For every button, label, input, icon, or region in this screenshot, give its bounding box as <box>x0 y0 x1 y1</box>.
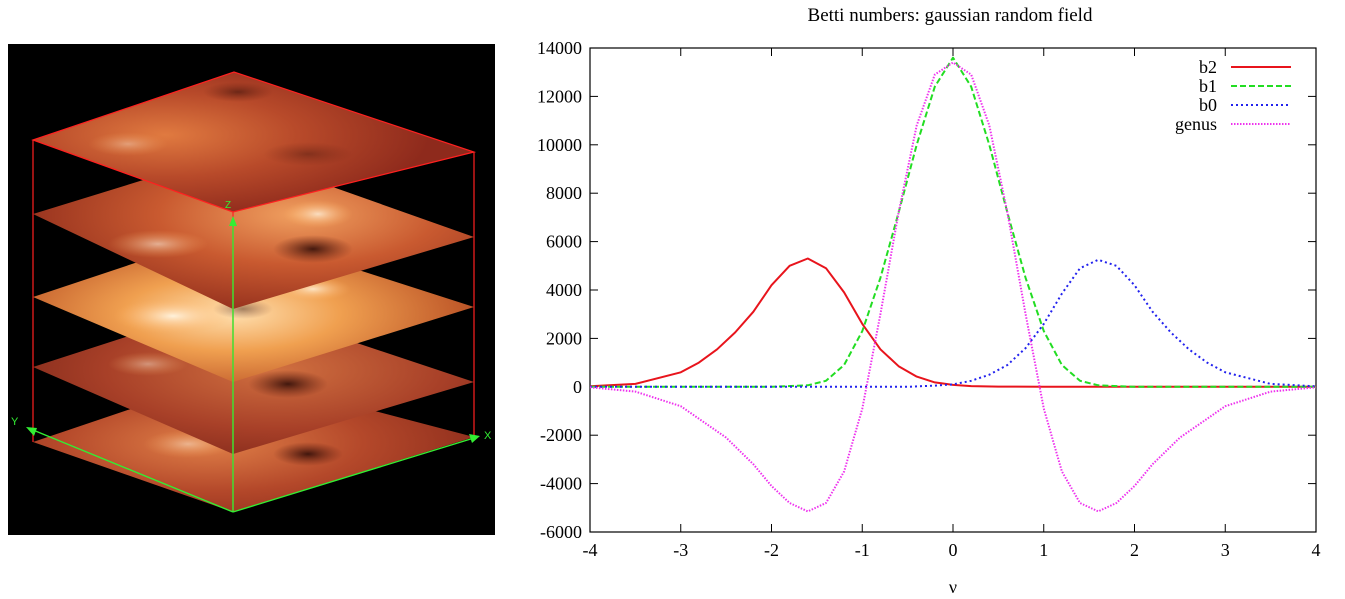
y-tick-label: -4000 <box>540 474 582 494</box>
y-tick-label: 6000 <box>546 232 582 252</box>
legend-label-b0: b0 <box>1199 95 1217 115</box>
x-tick-label: 4 <box>1312 540 1321 560</box>
x-tick-label: 1 <box>1039 540 1048 560</box>
legend-label-b1: b1 <box>1199 76 1217 96</box>
series <box>589 56 1317 513</box>
series-line-b0 <box>590 258 1317 388</box>
x-tick-label: 0 <box>949 540 958 560</box>
legend-label-genus: genus <box>1175 114 1217 134</box>
y-tick-label: -6000 <box>540 522 582 542</box>
y-tick-label: 12000 <box>537 86 582 106</box>
z-axis-letter: Z <box>225 200 231 211</box>
series-line-b1 <box>590 56 1316 388</box>
volume-render-panel: X Y Z <box>8 44 495 535</box>
x-axis-label: ν <box>949 577 957 597</box>
x-axis-letter: X <box>484 430 492 442</box>
slice-1 <box>33 72 474 212</box>
series-line-b2 <box>589 257 1316 388</box>
y-tick-label: 8000 <box>546 183 582 203</box>
legend-label-b2: b2 <box>1199 57 1217 77</box>
volume-render: X Y Z <box>11 71 492 513</box>
x-tick-label: 2 <box>1130 540 1139 560</box>
x-tick-label: -1 <box>855 540 870 560</box>
x-tick-label: -3 <box>673 540 688 560</box>
coordinate-axes <box>26 216 480 513</box>
x-tick-label: 3 <box>1221 540 1230 560</box>
y-tick-label: 0 <box>573 377 582 397</box>
axes: -4 -3 -2 -1 0 1 2 3 4 -6000 -4000 -2000 0 2000 4000 600… <box>537 38 1321 560</box>
x-tick-label: -4 <box>583 540 598 560</box>
y-axis-letter: Y <box>11 416 19 428</box>
slice-3 <box>33 230 474 382</box>
x-tick-label: -2 <box>764 540 779 560</box>
chart-title: Betti numbers: gaussian random field <box>808 5 1093 26</box>
y-tick-label: 4000 <box>546 280 582 300</box>
betti-chart-panel: Betti numbers: gaussian random field ν -… <box>505 0 1345 599</box>
y-tick-label: 2000 <box>546 328 582 348</box>
y-tick-label: 10000 <box>537 135 582 155</box>
slice-2 <box>33 152 474 309</box>
betti-line-chart: Betti numbers: gaussian random field ν -… <box>537 5 1321 597</box>
y-tick-label: -2000 <box>540 425 582 445</box>
y-tick-label: 14000 <box>537 38 582 58</box>
